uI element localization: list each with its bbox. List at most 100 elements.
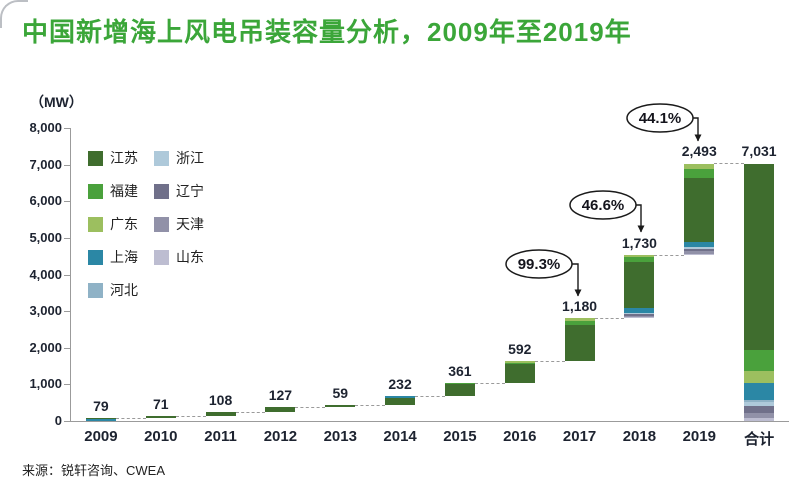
bar-2019: [684, 163, 715, 255]
bar-合计: [744, 163, 775, 421]
y-tick-mark: [64, 311, 70, 313]
plot-area: 79 2009 71 2010 108 2011 127 2012 59 2013 232 2014 3…: [64, 128, 789, 448]
bar-segment-上海: [684, 242, 715, 247]
x-axis-label-2009: 2009: [84, 428, 118, 445]
legend-label: 浙江: [176, 150, 204, 166]
bar-segment-江苏: [744, 163, 775, 351]
legend-item-天津: 天津: [154, 214, 204, 234]
bar-segment-广东: [504, 361, 535, 363]
legend-item-江苏: 江苏: [88, 148, 138, 168]
value-label-2014: 232: [388, 376, 412, 393]
bar-segment-上海: [325, 404, 356, 406]
waterfall-connector: [115, 418, 146, 420]
bar-segment-河北: [744, 399, 775, 402]
bar-2017: [564, 318, 595, 362]
bar-segment-江苏: [325, 405, 356, 407]
waterfall-connector: [654, 254, 685, 256]
bar-segment-上海: [85, 418, 116, 421]
value-label-2012: 127: [268, 386, 293, 403]
bar-segment-江苏: [265, 406, 296, 412]
legend-label: 上海: [110, 249, 138, 265]
waterfall-connector: [295, 406, 326, 408]
x-axis-label-2018: 2018: [622, 428, 657, 445]
legend-label: 福建: [110, 183, 138, 199]
bar-segment-浙江: [624, 313, 655, 314]
y-tick-label: 7,000: [29, 156, 62, 172]
bar-segment-福建: [504, 362, 535, 364]
value-label-2016: 592: [508, 341, 532, 358]
legend-swatch-浙江: [154, 150, 169, 166]
legend-label: 河北: [110, 282, 138, 298]
x-axis-label-2010: 2010: [144, 428, 178, 445]
y-tick-label: 0: [54, 413, 62, 428]
bar-segment-江苏: [624, 262, 655, 308]
value-label-2013: 59: [332, 384, 349, 401]
y-tick-mark: [64, 347, 70, 349]
chart-legend: 江苏福建广东上海河北 浙江 辽宁 天津 山东: [88, 148, 204, 300]
bar-segment-江苏: [85, 418, 116, 419]
x-axis-label-2011: 2011: [204, 428, 237, 445]
x-axis-label-2016: 2016: [503, 428, 537, 445]
bar-segment-上海: [385, 396, 416, 398]
y-tick-label: 3,000: [29, 303, 62, 319]
waterfall-connector: [235, 411, 266, 413]
bar-segment-江苏: [504, 363, 535, 383]
waterfall-connector: [474, 383, 505, 385]
value-label-合计: 7,031: [741, 143, 777, 160]
waterfall-connector: [415, 396, 445, 398]
chart-title: 中国新增海上风电吊装容量分析，2009年至2019年: [22, 17, 632, 47]
bar-segment-山东: [744, 418, 775, 421]
bar-2010: [145, 415, 176, 419]
legend-swatch-上海: [88, 249, 103, 265]
bar-segment-广东: [744, 370, 775, 384]
legend-swatch-山东: [154, 249, 169, 265]
waterfall-connector: [175, 415, 206, 417]
bar-2012: [265, 406, 296, 412]
legend-column: 浙江 辽宁 天津 山东: [154, 148, 204, 300]
legend-label: 广东: [110, 216, 138, 232]
y-tick-mark: [64, 128, 70, 129]
bar-segment-福建: [684, 169, 715, 179]
waterfall-connector: [355, 404, 386, 406]
bar-2016: [504, 361, 535, 383]
waterfall-connector: [534, 361, 565, 363]
legend-column: 江苏福建广东上海河北: [88, 148, 138, 300]
bar-segment-辽宁: [744, 406, 775, 413]
x-axis-label-2014: 2014: [383, 428, 417, 445]
value-label-2009: 79: [93, 398, 109, 415]
legend-swatch-辽宁: [154, 183, 169, 199]
bar-segment-江苏: [205, 411, 236, 416]
bar-2015: [444, 383, 475, 397]
legend-item-浙江: 浙江: [154, 148, 204, 168]
bar-2014: [385, 396, 416, 405]
bar-segment-福建: [744, 350, 775, 371]
legend-item-上海: 上海: [88, 247, 138, 267]
y-tick-mark: [64, 201, 70, 203]
y-tick-mark: [64, 237, 70, 239]
bar-segment-上海: [744, 383, 775, 400]
legend-swatch-江苏: [88, 150, 103, 166]
bar-segment-上海: [624, 307, 655, 314]
bar-segment-山东: [684, 253, 715, 255]
bar-segment-天津: [624, 315, 655, 318]
y-tick-label: 1,000: [29, 376, 62, 392]
legend-label: 天津: [176, 216, 204, 232]
bar-segment-辽宁: [624, 313, 655, 316]
y-axis: 8,000 7,000 6,000 5,000 4,000 3,000 2,000 1,000…: [8, 120, 62, 428]
y-tick-mark: [64, 421, 70, 422]
legend-item-河北: 河北: [88, 280, 138, 300]
value-label-2011: 108: [208, 391, 233, 408]
value-label-2019: 2,493: [681, 143, 717, 160]
bar-segment-福建: [564, 321, 595, 325]
value-label-2015: 361: [448, 363, 472, 380]
waterfall-connector: [594, 318, 625, 320]
bar-segment-天津: [684, 251, 715, 254]
value-label-2018: 1,730: [621, 234, 657, 251]
waterfall-connector: [714, 163, 745, 165]
bar-segment-山东: [624, 317, 655, 319]
bar-segment-广东: [684, 163, 715, 169]
bar-2009: [85, 418, 116, 421]
legend-item-福建: 福建: [88, 181, 138, 201]
value-label-2017: 1,180: [562, 298, 598, 315]
bar-segment-河北: [684, 246, 715, 248]
